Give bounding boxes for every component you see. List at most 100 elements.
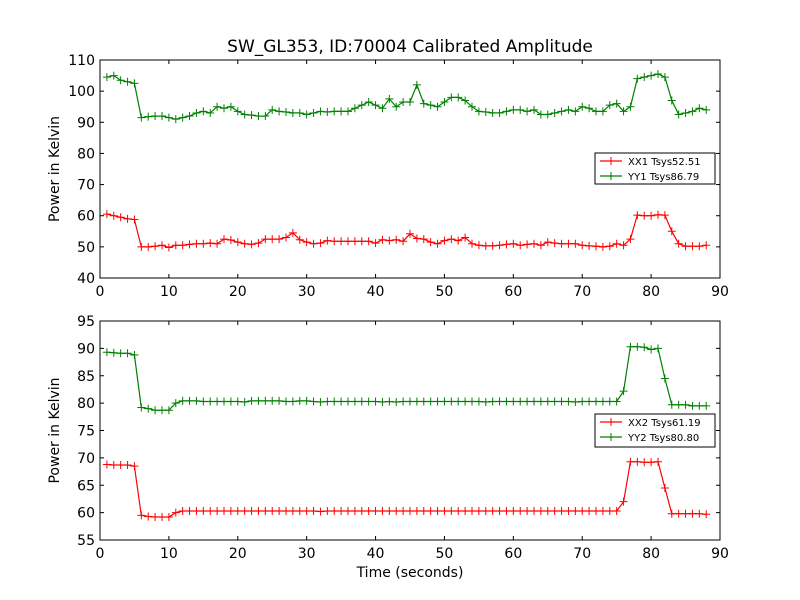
- data-point-marker: [357, 101, 366, 110]
- data-point-marker: [619, 241, 628, 250]
- data-point-marker: [550, 397, 559, 406]
- data-point-marker: [385, 506, 394, 515]
- chart-title: SW_GL353, ID:70004 Calibrated Amplitude: [227, 37, 593, 57]
- data-point-marker: [275, 506, 284, 515]
- data-point-marker: [702, 241, 711, 250]
- data-point-marker: [364, 506, 373, 515]
- data-point-marker: [385, 236, 394, 245]
- data-point-marker: [295, 108, 304, 117]
- x-tick-label: 30: [298, 546, 316, 562]
- data-point-marker: [302, 110, 311, 119]
- data-point-marker: [213, 102, 222, 111]
- data-point-marker: [344, 397, 352, 406]
- data-point-marker: [350, 104, 359, 113]
- x-tick-label: 0: [96, 284, 105, 300]
- data-point-marker: [337, 107, 346, 116]
- data-point-marker: [158, 112, 166, 121]
- data-point-marker: [206, 506, 215, 515]
- data-point-marker: [454, 397, 463, 406]
- y-tick-label: 90: [77, 115, 95, 131]
- data-point-marker: [612, 397, 621, 406]
- data-point-marker: [647, 71, 656, 80]
- data-point-marker: [585, 104, 594, 113]
- data-point-marker: [109, 348, 118, 357]
- data-point-marker: [247, 506, 256, 515]
- y-tick-label: 60: [77, 209, 95, 225]
- data-point-marker: [488, 506, 497, 515]
- data-point-marker: [592, 506, 600, 515]
- data-point-marker: [626, 102, 635, 111]
- data-point-marker: [371, 239, 380, 248]
- data-point-marker: [371, 101, 380, 110]
- y-tick-label: 85: [77, 369, 95, 385]
- data-point-marker: [158, 406, 166, 415]
- data-point-marker: [254, 506, 263, 515]
- data-point-marker: [633, 211, 642, 220]
- data-point-marker: [543, 506, 552, 515]
- data-point-marker: [474, 506, 483, 515]
- data-point-marker: [640, 458, 649, 467]
- data-point-marker: [557, 397, 566, 406]
- legend-marker: [607, 433, 615, 441]
- data-point-marker: [323, 236, 332, 245]
- data-point-marker: [571, 398, 580, 407]
- data-point-marker: [316, 507, 325, 516]
- x-tick-label: 90: [711, 546, 729, 562]
- data-point-marker: [454, 93, 463, 102]
- data-point-marker: [357, 397, 366, 406]
- data-point-marker: [288, 397, 297, 406]
- data-point-marker: [392, 398, 401, 407]
- data-point-marker: [605, 101, 614, 110]
- data-point-marker: [461, 506, 470, 515]
- data-point-marker: [688, 242, 697, 251]
- data-point-marker: [185, 112, 194, 121]
- data-point-marker: [640, 343, 649, 352]
- data-point-marker: [275, 107, 284, 116]
- data-point-marker: [240, 110, 249, 119]
- data-point-marker: [199, 397, 208, 406]
- data-point-marker: [116, 349, 125, 358]
- legend-box: [594, 152, 716, 185]
- data-point-marker: [592, 242, 600, 251]
- data-point-marker: [123, 460, 132, 469]
- y-tick-label: 75: [77, 424, 95, 440]
- data-point-marker: [674, 400, 683, 409]
- y-axis-label: Power in Kelvin: [47, 116, 63, 222]
- data-point-marker: [213, 506, 222, 515]
- data-point-marker: [220, 235, 228, 244]
- data-point-marker: [102, 460, 111, 469]
- data-point-marker: [509, 239, 518, 248]
- data-point-marker: [116, 213, 125, 222]
- data-point-marker: [605, 397, 614, 406]
- data-point-marker: [378, 506, 387, 515]
- data-point-marker: [344, 107, 352, 116]
- data-point-marker: [309, 397, 318, 406]
- data-point-marker: [399, 397, 408, 406]
- x-tick-label: 10: [160, 284, 178, 300]
- data-point-marker: [171, 508, 180, 517]
- data-point-marker: [660, 211, 669, 220]
- data-point-marker: [461, 96, 470, 105]
- data-point-marker: [254, 239, 263, 248]
- data-point-marker: [447, 506, 456, 515]
- data-point-marker: [681, 509, 690, 518]
- data-point-marker: [268, 396, 277, 405]
- data-point-marker: [350, 237, 359, 246]
- data-point-marker: [674, 239, 683, 248]
- data-point-marker: [509, 105, 518, 114]
- data-point-marker: [337, 397, 346, 406]
- data-point-marker: [516, 105, 525, 114]
- data-point-marker: [406, 98, 414, 107]
- data-point-marker: [116, 76, 125, 85]
- data-point-marker: [578, 102, 587, 111]
- data-point-marker: [660, 374, 669, 383]
- data-point-marker: [130, 350, 139, 359]
- data-point-marker: [185, 506, 194, 515]
- plot-panel-2: 0 10 20 30 40 50 60 70 80 90 55 60 65 70 75 80 85 90 95 Pow…: [47, 314, 729, 581]
- data-point-marker: [192, 108, 201, 117]
- data-point-marker: [440, 397, 449, 406]
- y-tick-label: 60: [77, 506, 95, 522]
- data-point-marker: [619, 387, 628, 396]
- data-point-marker: [481, 241, 490, 250]
- x-tick-label: 40: [367, 284, 385, 300]
